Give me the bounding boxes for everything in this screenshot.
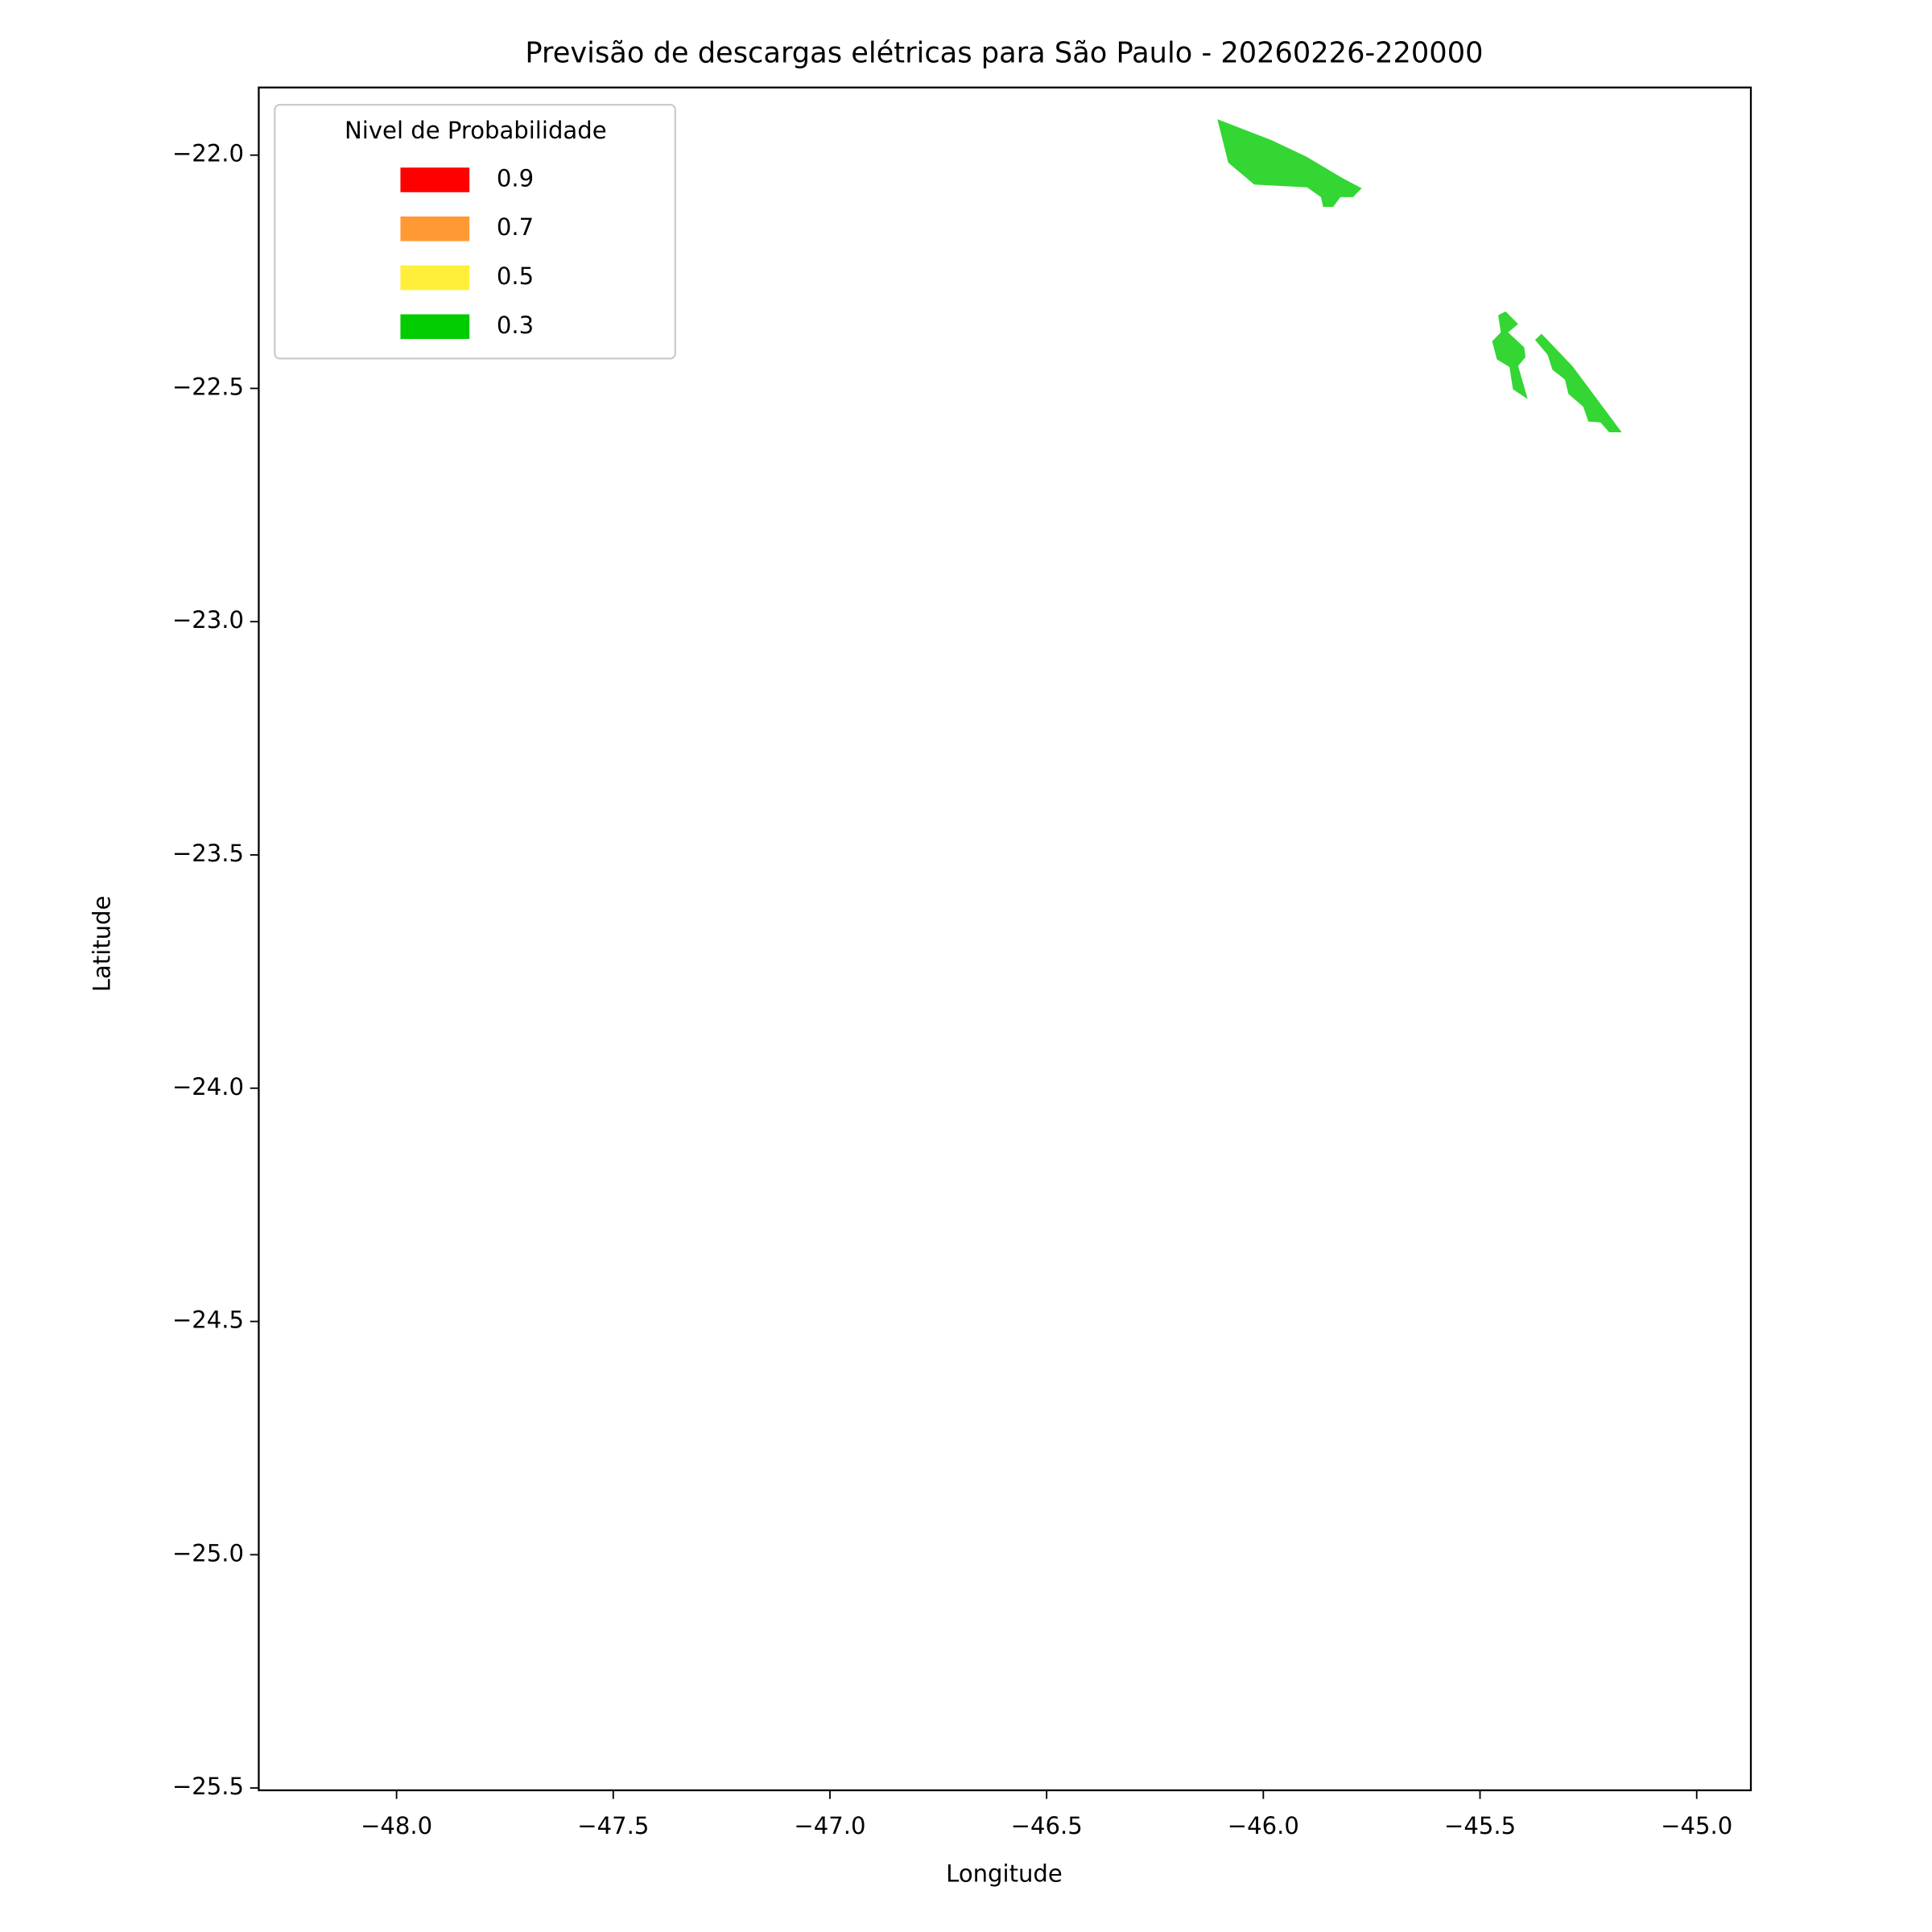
legend-box (274, 103, 676, 360)
legend-swatch (400, 216, 470, 242)
legend-label: 0.7 (497, 213, 534, 241)
y-tick-label: −22.0 (172, 140, 244, 167)
x-tick-label: −45.0 (1661, 1812, 1732, 1839)
x-tick-label: −46.0 (1228, 1812, 1299, 1839)
legend-swatch (400, 167, 470, 192)
x-axis-label: Longitude (946, 1860, 1063, 1888)
x-tick-label: −47.0 (794, 1812, 865, 1839)
y-tick-label: −23.0 (172, 606, 244, 634)
y-tick-label: −23.5 (172, 840, 244, 867)
legend-label: 0.3 (497, 312, 534, 339)
x-tick-label: −46.5 (1011, 1812, 1083, 1839)
y-tick-label: −25.0 (172, 1539, 244, 1567)
plot-frame (258, 86, 1752, 1792)
y-axis-label: Latitude (89, 896, 116, 993)
y-tick-label: −25.5 (172, 1773, 244, 1800)
contour-region (1492, 311, 1528, 399)
legend-swatch (400, 265, 470, 291)
y-tick-label: −24.5 (172, 1307, 244, 1334)
x-tick-label: −45.5 (1444, 1812, 1516, 1839)
legend-label: 0.5 (497, 262, 534, 290)
y-tick-label: −22.5 (172, 373, 244, 400)
contour-region (1217, 119, 1362, 208)
contour-region (1534, 333, 1622, 432)
legend-title: Nivel de Probabilidade (345, 117, 607, 144)
x-tick-label: −48.0 (361, 1812, 432, 1839)
y-tick-label: −24.0 (172, 1073, 244, 1100)
legend-label: 0.9 (497, 164, 534, 192)
legend-swatch (400, 314, 470, 340)
x-tick-label: −47.5 (577, 1812, 649, 1839)
chart-title: Previsão de descargas elétricas para São… (525, 36, 1483, 69)
